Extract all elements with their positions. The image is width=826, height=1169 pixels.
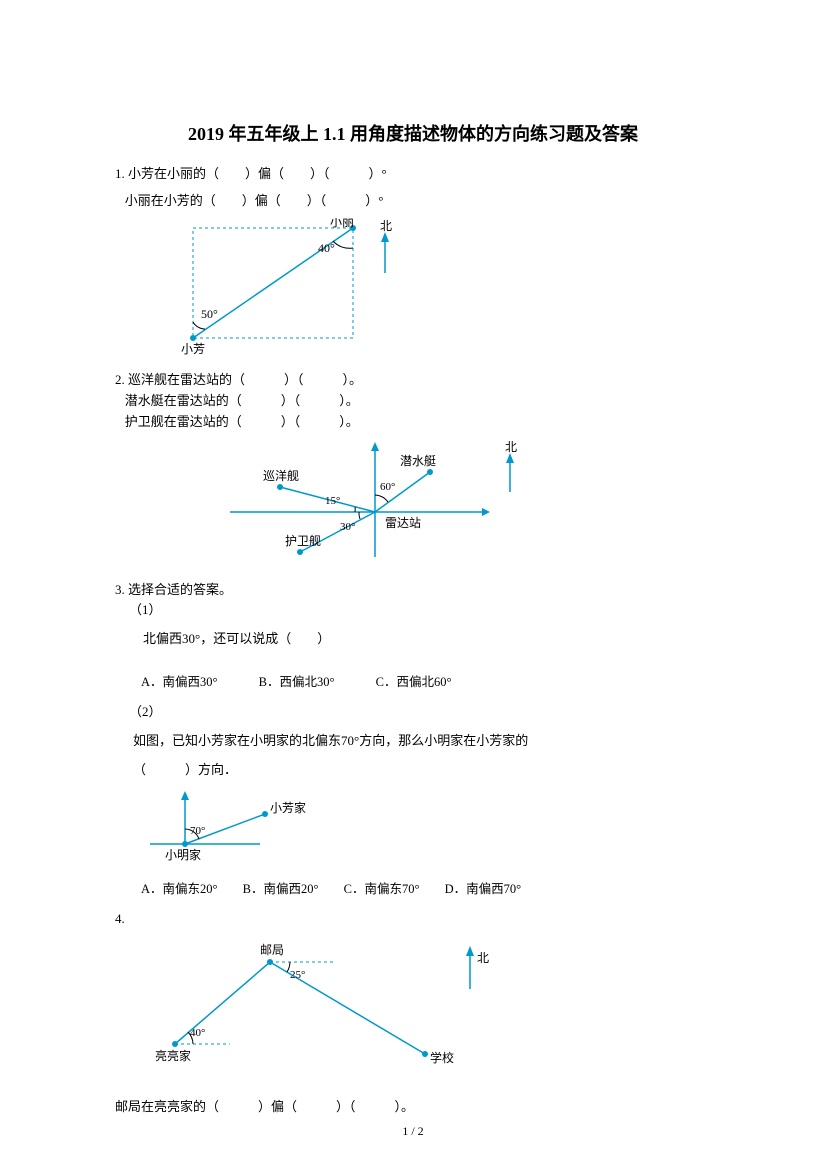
q4-home: 亮亮家 — [155, 1048, 191, 1063]
q4-post: 邮局 — [260, 943, 284, 957]
q3-sub2-text1: 如图，已知小芳家在小明家的北偏东70°方向，那么小明家在小芳家的 — [133, 731, 711, 752]
q3-sub2-label: （2） — [129, 702, 711, 723]
q1-line1: 1. 小芳在小丽的（ ）偏（ ）（ ）° — [115, 164, 711, 185]
page-footer: 1 / 2 — [0, 1124, 826, 1139]
q3-sub1-label: （1） — [129, 600, 711, 621]
q3-header: 3. 选择合适的答案。 — [115, 580, 711, 601]
question-2: 2. 巡洋舰在雷达站的（ ）（ ）。 潜水艇在雷达站的（ ）（ ）。 护卫舰在雷… — [115, 370, 711, 573]
q4-header: 4. — [115, 909, 711, 930]
q2-a15: 15° — [325, 495, 340, 507]
q3-sub2-diagram: 小芳家 小明家 70° — [145, 784, 711, 871]
page-title: 2019 年五年级上 1.1 用角度描述物体的方向练习题及答案 — [115, 120, 711, 146]
q2-radar: 雷达站 — [385, 516, 421, 530]
q4-a25: 25° — [290, 969, 305, 981]
q4-diagram: 北 邮局 25° 40° 亮亮家 学校 — [135, 934, 711, 1091]
q3-sub2-opt-b: B．南偏西20° — [243, 879, 319, 899]
q3-sub2-opt-d: D．南偏西70° — [445, 879, 522, 899]
q3-sub1-opt-b: B．西偏北30° — [259, 672, 335, 692]
q3s2-angle: 70° — [190, 825, 205, 837]
question-1: 1. 小芳在小丽的（ ）偏（ ）（ ）° 小丽在小芳的（ ）偏（ ）（ ）° — [115, 164, 711, 364]
q3-sub2-text2: （ ）方向． — [133, 760, 711, 781]
question-4: 4. 北 邮局 — [115, 909, 711, 1117]
q4-line1: 邮局在亮亮家的（ ）偏（ ）（ ）。 — [115, 1097, 711, 1118]
q3-sub1-opt-a: A．南偏西30° — [141, 672, 218, 692]
q2-a60: 60° — [380, 481, 395, 493]
q3s2-label-fang: 小芳家 — [270, 800, 306, 815]
q1-label-xiaofang: 小芳 — [181, 342, 205, 356]
q2-frigate: 护卫舰 — [285, 534, 321, 548]
q3-sub2-opt-a: A．南偏东20° — [141, 879, 218, 899]
q1-diagram: 小丽 40° 北 50° 小芳 — [175, 218, 711, 365]
q1-label-xiaoli: 小丽 — [330, 218, 354, 229]
q3-sub2-opt-c: C．南偏东70° — [344, 879, 420, 899]
q2-line1: 2. 巡洋舰在雷达站的（ ）（ ）。 — [115, 370, 711, 391]
q3-sub1-text: 北偏西30°，还可以说成（ ） — [143, 629, 711, 650]
q3s2-label-ming: 小明家 — [165, 847, 201, 862]
question-3: 3. 选择合适的答案。 （1） 北偏西30°，还可以说成（ ） A．南偏西30°… — [115, 580, 711, 900]
q2-sub: 潜水艇 — [400, 454, 436, 468]
q2-a30: 30° — [340, 521, 355, 533]
q3-sub1-options: A．南偏西30° B．西偏北30° C．西偏北60° — [141, 672, 711, 692]
q2-line2: 潜水艇在雷达站的（ ）（ ）。 — [115, 391, 711, 412]
q2-north: 北 — [505, 440, 517, 454]
q1-north: 北 — [380, 219, 392, 233]
q4-a40: 40° — [190, 1027, 205, 1039]
q4-school: 学校 — [430, 1050, 454, 1065]
q2-line3: 护卫舰在雷达站的（ ）（ ）。 — [115, 412, 711, 433]
q1-line2: 小丽在小芳的（ ）偏（ ）（ ）° — [115, 191, 711, 212]
q4-north: 北 — [477, 951, 489, 965]
main-content: 1. 小芳在小丽的（ ）偏（ ）（ ）° 小丽在小芳的（ ）偏（ ）（ ）° — [115, 164, 711, 1118]
q2-diagram: 北 巡洋舰 潜水艇 护卫舰 雷达站 15° 60° 30° — [225, 437, 711, 574]
q3-sub2-options: A．南偏东20° B．南偏西20° C．南偏东70° D．南偏西70° — [141, 879, 711, 899]
q3-sub1-opt-c: C．西偏北60° — [376, 672, 452, 692]
q1-angle-bottom: 50° — [201, 307, 218, 321]
q2-cruiser: 巡洋舰 — [263, 468, 299, 483]
q1-angle-top: 40° — [318, 241, 335, 255]
